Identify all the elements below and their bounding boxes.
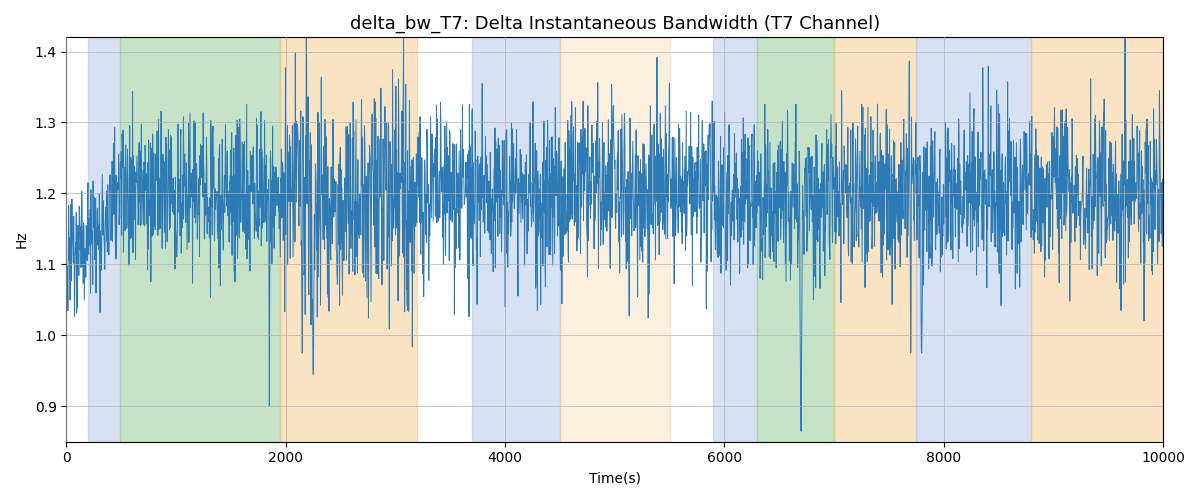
Bar [89, 38, 120, 442]
X-axis label: Time(s): Time(s) [589, 471, 641, 485]
Bar [1032, 38, 1163, 442]
Bar [560, 38, 670, 442]
Y-axis label: Hz: Hz [16, 230, 29, 248]
Bar [281, 38, 418, 442]
Bar [834, 38, 917, 442]
Title: delta_bw_T7: Delta Instantaneous Bandwidth (T7 Channel): delta_bw_T7: Delta Instantaneous Bandwid… [349, 15, 880, 34]
Bar [917, 38, 1032, 442]
Bar [757, 38, 834, 442]
Bar [714, 38, 757, 442]
Bar [120, 38, 281, 442]
Bar [472, 38, 560, 442]
